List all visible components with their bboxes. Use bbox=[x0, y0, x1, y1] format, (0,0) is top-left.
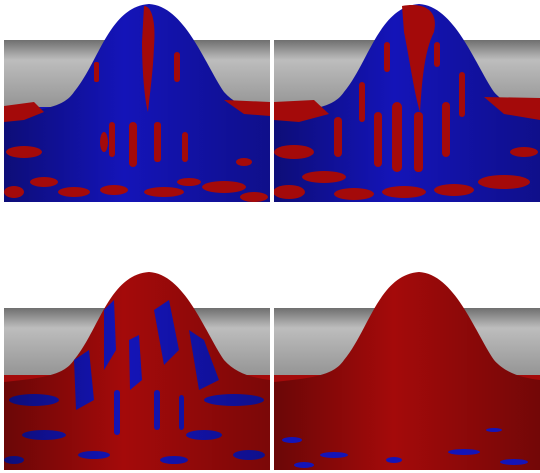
red-patches bbox=[274, 5, 540, 200]
blue-patches bbox=[282, 428, 528, 468]
mound-render-1 bbox=[4, 4, 270, 202]
mound-render-2 bbox=[274, 4, 540, 202]
red-patches bbox=[4, 6, 270, 202]
mound-shading bbox=[4, 4, 270, 202]
mound-shading bbox=[4, 272, 270, 470]
render-panel-1 bbox=[4, 2, 270, 202]
render-panel-3 bbox=[4, 270, 270, 470]
mound-render-3 bbox=[4, 272, 270, 470]
render-panel-2 bbox=[274, 2, 540, 202]
mound-render-4 bbox=[274, 272, 540, 470]
mound-shading bbox=[274, 272, 540, 470]
render-panel-4 bbox=[274, 270, 540, 470]
